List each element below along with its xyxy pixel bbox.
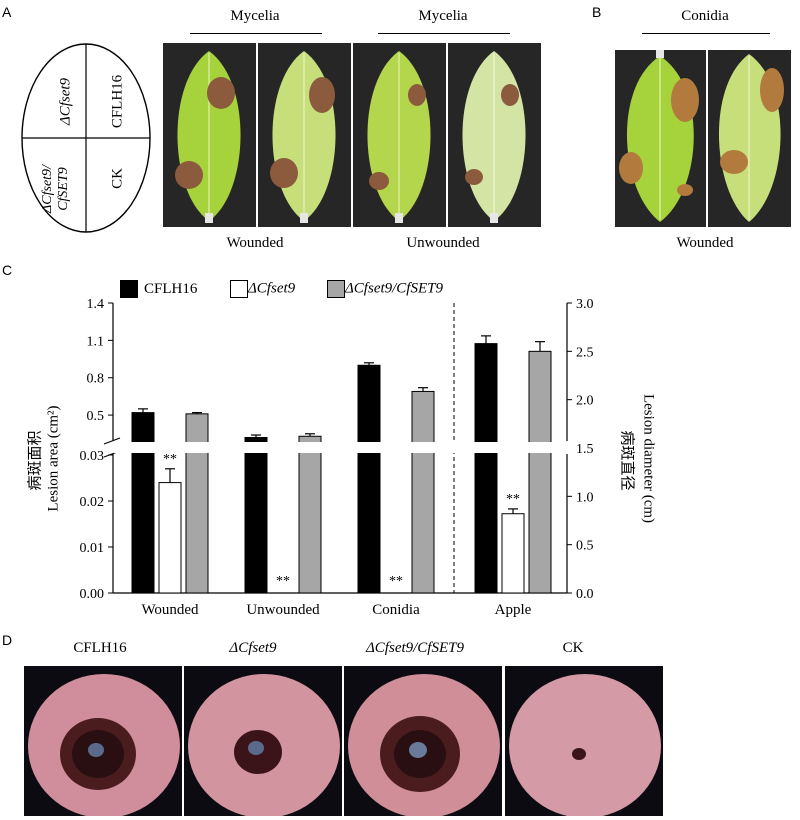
genotype-plate-diagram xyxy=(21,43,151,233)
bar-1-3 xyxy=(501,513,525,594)
y-left-tick-label: 0.8 xyxy=(87,372,105,387)
legend-label-complement: ΔCfset9/CfSET9 xyxy=(345,280,443,297)
apple-photo-deletion xyxy=(184,666,342,816)
apple-label-control: CK xyxy=(562,640,584,656)
group-rule-wounded xyxy=(190,33,322,34)
group-rule-unwounded xyxy=(378,33,510,34)
significance-mark: ** xyxy=(389,574,403,589)
x-tick-label: Unwounded xyxy=(246,602,320,618)
leaf-photo-unwounded-1 xyxy=(353,43,446,227)
legend-label-wildtype: CFLH16 xyxy=(144,280,198,297)
y-right-tick-label: 2.5 xyxy=(576,345,594,360)
bar-1-0 xyxy=(158,482,182,594)
legend-item-complement: ΔCfset9/CfSET9 xyxy=(327,280,443,298)
apple-photo-complement xyxy=(344,666,502,816)
panel-letter-a: A xyxy=(2,4,12,20)
lesion-bar-chart: 0.00 0.01 0.02 0.03 0.5 0.8 1.1 1.4 0.0 0.5 1.0 1.5… xyxy=(80,297,594,618)
conidia-caption: Wounded xyxy=(676,235,734,251)
significance-mark: ** xyxy=(276,574,290,589)
y-left-tick-label: 0.00 xyxy=(80,587,105,602)
apple-label-wildtype: CFLH16 xyxy=(73,640,127,656)
y-left-tick-label: 1.4 xyxy=(87,297,105,312)
bar-0-3 xyxy=(474,343,498,594)
axis-break-gap-overlay xyxy=(114,442,566,453)
y-right-tick-label: 2.0 xyxy=(576,394,594,409)
leaf-photo-wounded-1 xyxy=(163,43,256,227)
panel-letter-b: B xyxy=(592,4,602,20)
x-tick-label: Wounded xyxy=(141,602,199,618)
bar-0-2 xyxy=(357,364,381,594)
significance-mark: ** xyxy=(506,492,520,507)
significance-mark: ** xyxy=(163,452,177,467)
bar-2-1 xyxy=(298,435,322,594)
panel-letter-d: D xyxy=(2,632,13,648)
leaf-photo-wounded-2 xyxy=(258,43,351,227)
legend-label-deletion: ΔCfset9 xyxy=(248,280,296,297)
x-tick-label: Conidia xyxy=(372,602,420,618)
y-right-tick-label: 0.5 xyxy=(576,539,594,554)
bar-2-3 xyxy=(528,350,552,594)
y-right-tick-label: 0.0 xyxy=(576,587,594,602)
y-left-tick-label: 0.01 xyxy=(80,541,105,556)
y-right-tick-label: 3.0 xyxy=(576,297,594,312)
y-right-tick-label: 1.0 xyxy=(576,490,594,505)
y-left-tick-label: 1.1 xyxy=(87,334,105,349)
bar-2-0 xyxy=(185,413,209,594)
leaf-photo-unwounded-2 xyxy=(448,43,541,227)
leaf-photo-conidia-1 xyxy=(615,50,706,227)
legend-swatch-deletion xyxy=(230,280,248,298)
apple-photo-control xyxy=(505,666,663,816)
caption-unwounded: Unwounded xyxy=(406,235,480,251)
group-title-wounded: Mycelia xyxy=(230,8,280,24)
bar-0-0 xyxy=(131,412,155,594)
apple-label-deletion: ΔCfset9 xyxy=(229,640,277,656)
apple-photo-wildtype xyxy=(24,666,182,816)
group-title-unwounded: Mycelia xyxy=(418,8,468,24)
bar-2-2 xyxy=(411,390,435,594)
apple-label-complement: ΔCfset9/CfSET9 xyxy=(366,640,464,656)
legend-swatch-complement xyxy=(327,280,345,298)
panel-letter-c: C xyxy=(2,262,13,278)
y-left-tick-label: 0.03 xyxy=(80,449,105,464)
bar-0-1 xyxy=(244,437,268,594)
conidia-title: Conidia xyxy=(681,8,729,24)
y-left-tick-label: 0.5 xyxy=(87,409,105,424)
legend-swatch-wildtype xyxy=(120,280,138,298)
y-left-tick-label: 0.02 xyxy=(80,495,105,510)
legend-item-wildtype: CFLH16 xyxy=(120,280,197,298)
conidia-rule xyxy=(642,33,770,34)
caption-wounded: Wounded xyxy=(226,235,284,251)
legend-item-deletion: ΔCfset9 xyxy=(230,280,295,298)
x-tick-label: Apple xyxy=(495,602,532,618)
axis-break-mark xyxy=(103,437,121,445)
leaf-photo-conidia-2 xyxy=(708,50,791,227)
y-right-tick-label: 1.5 xyxy=(576,442,594,457)
